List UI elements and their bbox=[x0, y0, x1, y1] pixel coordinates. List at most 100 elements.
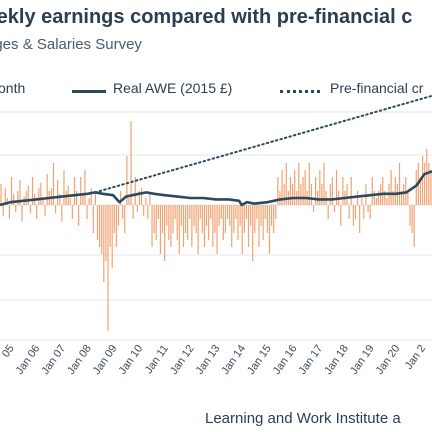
monthly-bar-79 bbox=[166, 205, 168, 226]
monthly-bar-99 bbox=[208, 205, 210, 240]
monthly-bar-115 bbox=[241, 205, 243, 254]
monthly-bar-60 bbox=[126, 156, 128, 205]
monthly-bar-13 bbox=[27, 185, 29, 205]
monthly-bar-144 bbox=[302, 177, 304, 205]
monthly-bar-156 bbox=[327, 205, 329, 219]
monthly-bar-78 bbox=[164, 205, 166, 261]
monthly-bar-169 bbox=[354, 205, 357, 219]
monthly-bar-100 bbox=[210, 205, 212, 219]
monthly-bar-200 bbox=[419, 177, 422, 205]
monthly-bar-176 bbox=[369, 205, 371, 219]
monthly-bar-2 bbox=[4, 188, 6, 205]
monthly-bar-75 bbox=[157, 205, 159, 219]
monthly-bar-42 bbox=[88, 198, 90, 205]
monthly-bar-114 bbox=[239, 205, 241, 226]
monthly-bar-190 bbox=[398, 163, 401, 205]
monthly-bar-191 bbox=[400, 191, 403, 205]
monthly-bar-147 bbox=[308, 163, 310, 205]
x-tick-label-2: Jan 07 bbox=[39, 343, 68, 377]
monthly-bar-84 bbox=[176, 205, 178, 240]
monthly-bar-38 bbox=[80, 177, 82, 205]
monthly-bar-167 bbox=[350, 177, 352, 205]
x-tick-label-1: Jan 06 bbox=[14, 343, 43, 377]
monthly-bar-95 bbox=[199, 205, 201, 219]
chart-legend: onth Real AWE (2015 £) Pre-financial cr bbox=[0, 80, 432, 100]
monthly-bar-51 bbox=[107, 205, 109, 331]
monthly-bar-22 bbox=[46, 174, 48, 205]
monthly-bar-187 bbox=[392, 191, 394, 205]
monthly-bar-14 bbox=[29, 205, 32, 214]
monthly-bar-170 bbox=[356, 191, 359, 205]
monthly-bar-97 bbox=[203, 205, 206, 247]
monthly-bar-150 bbox=[315, 177, 317, 205]
monthly-bar-112 bbox=[235, 205, 237, 219]
monthly-bar-31 bbox=[65, 191, 67, 205]
monthly-bar-61 bbox=[128, 198, 130, 205]
monthly-bar-119 bbox=[250, 205, 252, 226]
monthly-bar-50 bbox=[105, 205, 107, 261]
x-tick-label-3: Jan 08 bbox=[65, 343, 94, 377]
monthly-bar-53 bbox=[111, 205, 113, 268]
monthly-bar-74 bbox=[155, 205, 157, 240]
monthly-bar-179 bbox=[375, 198, 378, 205]
monthly-bar-197 bbox=[413, 205, 415, 247]
monthly-bar-62 bbox=[130, 121, 132, 205]
monthly-bar-66 bbox=[138, 191, 141, 205]
monthly-bar-96 bbox=[201, 205, 203, 233]
monthly-bar-36 bbox=[75, 191, 78, 205]
legend-swatch-pre-crisis bbox=[280, 90, 320, 93]
monthly-bar-127 bbox=[266, 205, 268, 233]
monthly-bar-166 bbox=[348, 205, 350, 219]
monthly-bar-149 bbox=[312, 205, 315, 212]
monthly-bar-168 bbox=[352, 205, 354, 226]
monthly-bar-52 bbox=[109, 205, 111, 247]
monthly-bar-27 bbox=[57, 179, 59, 205]
monthly-bar-153 bbox=[321, 184, 323, 205]
monthly-bar-0 bbox=[0, 184, 2, 205]
monthly-bar-113 bbox=[237, 205, 239, 240]
monthly-bar-4 bbox=[8, 205, 11, 219]
monthly-bar-160 bbox=[335, 170, 338, 205]
monthly-bar-40 bbox=[84, 170, 86, 205]
monthly-bar-101 bbox=[212, 205, 214, 247]
monthly-bar-186 bbox=[390, 170, 392, 205]
monthly-bar-41 bbox=[86, 205, 88, 219]
monthly-bar-5 bbox=[10, 177, 13, 205]
monthly-bar-64 bbox=[134, 177, 136, 205]
monthly-bar-136 bbox=[285, 163, 287, 205]
monthly-bar-10 bbox=[21, 205, 23, 222]
monthly-bar-28 bbox=[59, 193, 61, 205]
monthly-bar-184 bbox=[386, 198, 388, 205]
monthly-bar-35 bbox=[73, 177, 76, 205]
monthly-bar-25 bbox=[52, 163, 55, 205]
monthly-bar-45 bbox=[94, 191, 97, 205]
series-real-awe bbox=[0, 170, 432, 207]
monthly-bar-134 bbox=[281, 170, 283, 205]
monthly-bar-109 bbox=[229, 205, 231, 226]
monthly-bar-48 bbox=[101, 205, 103, 254]
monthly-bar-128 bbox=[268, 205, 271, 254]
legend-swatch-real-awe bbox=[72, 90, 106, 93]
monthly-bar-17 bbox=[36, 205, 38, 219]
monthly-bar-121 bbox=[254, 205, 256, 233]
monthly-bar-202 bbox=[424, 163, 426, 205]
series-pre-crisis-trend bbox=[94, 94, 432, 194]
monthly-bar-126 bbox=[264, 205, 266, 219]
monthly-bar-9 bbox=[19, 179, 21, 205]
monthly-bar-117 bbox=[245, 205, 248, 219]
monthly-bar-193 bbox=[405, 177, 407, 205]
monthly-bar-29 bbox=[61, 205, 63, 222]
x-tick-label-11: Jan 16 bbox=[271, 343, 300, 377]
monthly-bar-138 bbox=[289, 177, 292, 205]
monthly-bar-26 bbox=[54, 205, 57, 214]
monthly-bar-203 bbox=[426, 149, 428, 205]
x-tick-label-13: Jan 18 bbox=[322, 343, 351, 377]
monthly-bar-93 bbox=[195, 205, 197, 233]
monthly-bar-34 bbox=[71, 205, 73, 219]
monthly-bar-183 bbox=[384, 191, 386, 205]
monthly-bar-159 bbox=[333, 205, 336, 212]
monthly-bar-133 bbox=[279, 191, 281, 205]
monthly-bar-37 bbox=[78, 205, 80, 226]
monthly-bar-63 bbox=[132, 205, 134, 219]
monthly-bar-20 bbox=[42, 198, 44, 205]
